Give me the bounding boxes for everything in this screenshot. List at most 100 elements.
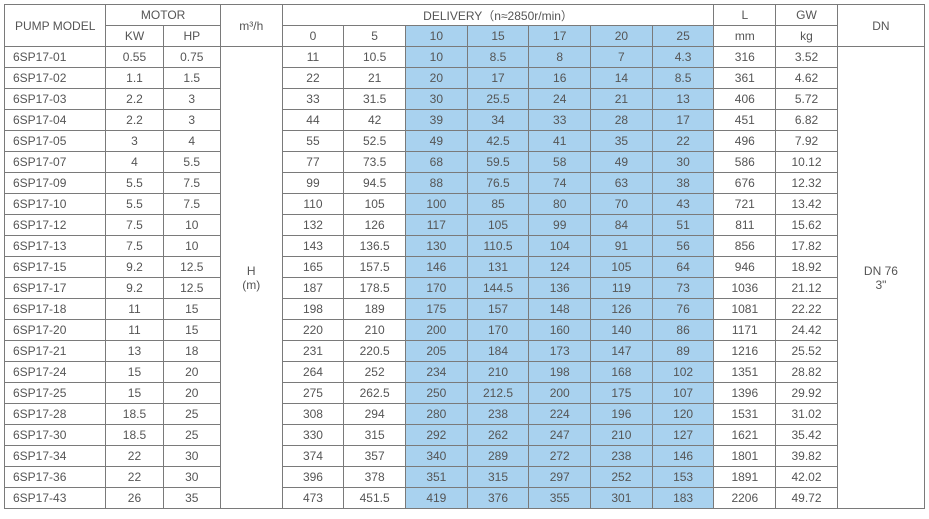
col-flow-5: 5 [344,26,406,47]
cell-delivery: 20 [405,68,467,89]
cell-delivery: 396 [282,467,344,488]
cell-delivery: 25.5 [467,89,529,110]
cell-hp: 12.5 [163,257,220,278]
col-L-unit: mm [714,26,776,47]
cell-delivery: 315 [467,467,529,488]
cell-kw: 7.5 [106,215,163,236]
cell-L: 1036 [714,278,776,299]
cell-model: 6SP17-30 [5,425,106,446]
cell-delivery: 234 [405,362,467,383]
cell-delivery: 120 [652,404,714,425]
table-row: 6SP17-05345552.54942.54135224967.92 [5,131,925,152]
cell-model: 6SP17-12 [5,215,106,236]
cell-L: 1621 [714,425,776,446]
cell-kw: 2.2 [106,110,163,131]
table-row: 6SP17-137.510143136.5130110.510491568561… [5,236,925,257]
cell-delivery: 220 [282,320,344,341]
cell-L: 2206 [714,488,776,509]
cell-delivery: 52.5 [344,131,406,152]
cell-delivery: 76 [652,299,714,320]
cell-GW: 4.62 [776,68,838,89]
cell-GW: 3.52 [776,47,838,68]
cell-delivery: 10 [405,47,467,68]
cell-L: 496 [714,131,776,152]
cell-delivery: 33 [529,110,591,131]
cell-L: 1396 [714,383,776,404]
cell-delivery: 170 [405,278,467,299]
cell-delivery: 38 [652,173,714,194]
cell-DN-merged: DN 763" [837,47,924,509]
cell-delivery: 34 [467,110,529,131]
cell-delivery: 280 [405,404,467,425]
cell-delivery: 8.5 [467,47,529,68]
cell-delivery: 63 [591,173,653,194]
cell-delivery: 105 [467,215,529,236]
cell-delivery: 100 [405,194,467,215]
cell-hp: 35 [163,488,220,509]
cell-delivery: 110.5 [467,236,529,257]
table-row: 6SP17-241520264252234210198168102135128.… [5,362,925,383]
cell-model: 6SP17-25 [5,383,106,404]
cell-model: 6SP17-07 [5,152,106,173]
cell-delivery: 146 [405,257,467,278]
cell-delivery: 315 [344,425,406,446]
cell-delivery: 28 [591,110,653,131]
cell-GW: 13.42 [776,194,838,215]
cell-GW: 29.92 [776,383,838,404]
cell-delivery: 196 [591,404,653,425]
cell-delivery: 86 [652,320,714,341]
col-GW-unit: kg [776,26,838,47]
cell-kw: 4 [106,152,163,173]
cell-delivery: 184 [467,341,529,362]
table-row: 6SP17-095.57.59994.58876.574633867612.32 [5,173,925,194]
cell-kw: 1.1 [106,68,163,89]
cell-delivery: 64 [652,257,714,278]
cell-delivery: 58 [529,152,591,173]
cell-delivery: 99 [282,173,344,194]
cell-delivery: 136 [529,278,591,299]
cell-delivery: 8.5 [652,68,714,89]
cell-delivery: 110 [282,194,344,215]
cell-delivery: 51 [652,215,714,236]
cell-delivery: 355 [529,488,591,509]
cell-delivery: 42 [344,110,406,131]
cell-delivery: 262 [467,425,529,446]
cell-delivery: 107 [652,383,714,404]
cell-model: 6SP17-17 [5,278,106,299]
cell-delivery: 102 [652,362,714,383]
cell-delivery: 126 [344,215,406,236]
col-delivery: DELIVERY（n≈2850r/min） [282,5,714,26]
cell-L: 946 [714,257,776,278]
cell-model: 6SP17-15 [5,257,106,278]
cell-delivery: 73.5 [344,152,406,173]
cell-hp: 20 [163,362,220,383]
cell-delivery: 33 [282,89,344,110]
cell-delivery: 205 [405,341,467,362]
cell-delivery: 308 [282,404,344,425]
table-row: 6SP17-20111522021020017016014086117124.4… [5,320,925,341]
cell-delivery: 210 [344,320,406,341]
table-row: 6SP17-105.57.51101051008580704372113.42 [5,194,925,215]
cell-delivery: 165 [282,257,344,278]
col-DN: DN [837,5,924,47]
cell-model: 6SP17-24 [5,362,106,383]
table-row: 6SP17-432635473451.541937635530118322064… [5,488,925,509]
cell-delivery: 55 [282,131,344,152]
cell-delivery: 252 [591,467,653,488]
cell-delivery: 22 [652,131,714,152]
cell-delivery: 21 [591,89,653,110]
cell-delivery: 262.5 [344,383,406,404]
col-flow-0: 0 [282,26,344,47]
cell-delivery: 104 [529,236,591,257]
cell-GW: 10.12 [776,152,838,173]
cell-delivery: 49 [591,152,653,173]
cell-delivery: 294 [344,404,406,425]
cell-delivery: 330 [282,425,344,446]
cell-delivery: 31.5 [344,89,406,110]
col-flow-17: 17 [529,26,591,47]
cell-kw: 7.5 [106,236,163,257]
cell-model: 6SP17-18 [5,299,106,320]
cell-delivery: 30 [405,89,467,110]
cell-L: 1891 [714,467,776,488]
cell-delivery: 126 [591,299,653,320]
